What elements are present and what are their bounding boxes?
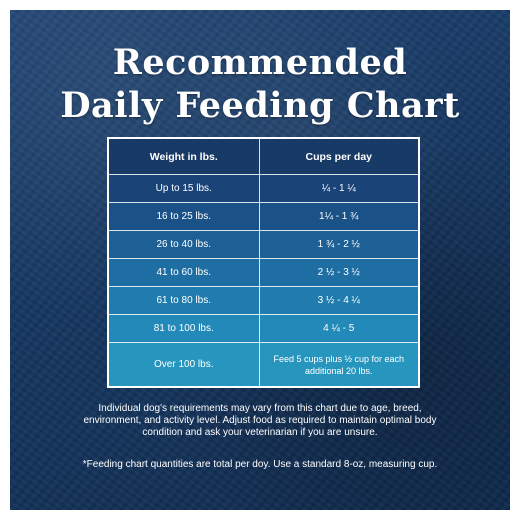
cups-cell: 3 ½ - 4 ¼ [258,286,420,315]
feeding-table: Weight in lbs. Cups per day Up to 15 lbs… [107,137,420,388]
weight-cell: Over 100 lbs. [107,342,260,388]
requirements-note: Individual dog's requirements may vary f… [83,403,437,438]
weight-cell: 81 to 100 lbs. [107,314,260,343]
title-line-1: Recommended [112,42,408,83]
weight-cell: 41 to 60 lbs. [107,258,260,287]
weight-cell: 16 to 25 lbs. [107,202,260,231]
table-row: Over 100 lbs. Feed 5 cups plus ½ cup for… [107,342,420,388]
table-row: Up to 15 lbs. ¼ - 1 ¼ [107,174,420,203]
table-header-row: Weight in lbs. Cups per day [107,137,420,175]
feeding-chart-graphic: Recommended Daily Feeding Chart Weight i… [10,10,510,510]
cups-cell: 1 ¾ - 2 ½ [258,230,420,259]
cups-cell: Feed 5 cups plus ½ cup for each addition… [258,342,420,388]
table-row: 16 to 25 lbs. 1¼ - 1 ¾ [107,202,420,231]
title-line-2: Daily Feeding Chart [60,85,460,126]
table-row: 26 to 40 lbs. 1 ¾ - 2 ½ [107,230,420,259]
table-row: 81 to 100 lbs. 4 ¼ - 5 [107,314,420,343]
header-weight: Weight in lbs. [107,137,260,175]
cups-cell: 4 ¼ - 5 [258,314,420,343]
measurement-note: *Feeding chart quantities are total per … [82,459,438,470]
cups-cell: 1¼ - 1 ¾ [258,202,420,231]
weight-cell: 61 to 80 lbs. [107,286,260,315]
table-row: 61 to 80 lbs. 3 ½ - 4 ¼ [107,286,420,315]
cups-cell: ¼ - 1 ¼ [258,174,420,203]
header-cups: Cups per day [258,137,420,175]
cups-cell: 2 ½ - 3 ½ [258,258,420,287]
weight-cell: 26 to 40 lbs. [107,230,260,259]
weight-cell: Up to 15 lbs. [107,174,260,203]
table-row: 41 to 60 lbs. 2 ½ - 3 ½ [107,258,420,287]
